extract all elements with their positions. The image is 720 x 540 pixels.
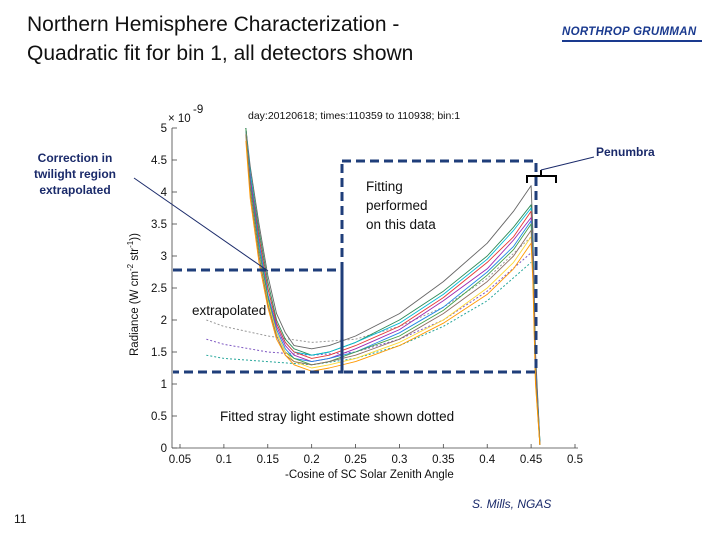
penumbra-label: Penumbra bbox=[596, 145, 655, 159]
x-tick-label: 0.45 bbox=[520, 454, 542, 466]
slide-title-line1: Northern Hemisphere Characterization - bbox=[27, 13, 400, 36]
x-tick-label: 0.15 bbox=[257, 454, 279, 466]
detector-series-line bbox=[245, 127, 541, 442]
slide-title: Northern Hemisphere Characterization - Q… bbox=[27, 10, 507, 68]
y-label-part1: Radiance (W cm bbox=[129, 271, 141, 356]
stray-light-dotted-line bbox=[206, 236, 532, 343]
x-axis-label: -Cosine of SC Solar Zenith Angle bbox=[285, 469, 454, 481]
extrapolated-box bbox=[173, 268, 344, 374]
y-exponent-base: × 10 bbox=[168, 113, 191, 125]
y-label-part5: )) bbox=[129, 233, 141, 241]
y-tick-label: 0.5 bbox=[151, 411, 167, 423]
stray-light-dotted-line bbox=[206, 252, 532, 356]
logo-underline bbox=[562, 40, 702, 42]
x-axis-ticks: 0.05 0.1 0.15 0.2 0.25 0.3 0.35 0.4 0.45 0.5 bbox=[169, 444, 583, 466]
correction-line2: twilight region bbox=[34, 167, 116, 181]
x-tick-label: 0.2 bbox=[304, 454, 320, 466]
x-tick-label: 0.1 bbox=[216, 454, 232, 466]
y-label-part4: -1 bbox=[126, 240, 135, 248]
detector-series bbox=[245, 127, 541, 445]
y-tick-label: 1 bbox=[161, 379, 167, 391]
x-tick-label: 0.25 bbox=[344, 454, 366, 466]
y-exponent-label: × 10 -9 bbox=[168, 104, 203, 125]
fitting-line2: performed bbox=[366, 198, 428, 213]
fitting-annotation: Fitting performed on this data bbox=[366, 179, 436, 232]
fitting-line1: Fitting bbox=[366, 179, 403, 194]
correction-line3: extrapolated bbox=[39, 183, 110, 197]
page-number: 11 bbox=[14, 512, 27, 526]
extrapolated-label: extrapolated bbox=[192, 303, 266, 318]
correction-annotation: Correction in twilight region extrapolat… bbox=[34, 151, 116, 197]
stray-light-label: Fitted stray light estimate shown dotted bbox=[220, 409, 454, 424]
y-tick-label: 1.5 bbox=[151, 347, 167, 359]
detector-series-line bbox=[245, 127, 541, 442]
correction-line1: Correction in bbox=[38, 151, 113, 165]
y-tick-label: 3.5 bbox=[151, 219, 167, 231]
fitting-line3: on this data bbox=[366, 217, 436, 232]
fitting-box bbox=[340, 159, 538, 374]
x-tick-label: 0.05 bbox=[169, 454, 191, 466]
y-axis-ticks: 0 0.5 1 1.5 2 2.5 3 3.5 4 4.5 5 bbox=[151, 123, 177, 455]
x-tick-label: 0.35 bbox=[432, 454, 454, 466]
correction-pointer-line bbox=[133, 177, 269, 272]
x-tick-label: 0.4 bbox=[479, 454, 496, 466]
x-tick-label: 0.3 bbox=[391, 454, 407, 466]
northrop-grumman-logo: NORTHROP GRUMMAN bbox=[562, 26, 702, 42]
y-tick-label: 5 bbox=[161, 123, 167, 135]
logo-text: NORTHROP GRUMMAN bbox=[562, 26, 697, 38]
stray-light-dotted-line bbox=[206, 262, 532, 366]
slide-title-line2: Quadratic fit for bin 1, all detectors s… bbox=[27, 42, 414, 65]
y-tick-label: 2.5 bbox=[151, 283, 167, 295]
y-exponent-power: -9 bbox=[193, 104, 203, 116]
dotted-stray-light-series bbox=[206, 236, 532, 366]
detector-series-line bbox=[245, 127, 541, 442]
x-tick-label: 0.5 bbox=[567, 454, 583, 466]
y-tick-label: 2 bbox=[161, 315, 167, 327]
credit: S. Mills, NGAS bbox=[472, 497, 552, 511]
y-tick-label: 4.5 bbox=[151, 155, 167, 167]
penumbra-bracket bbox=[526, 156, 595, 183]
plot-frame bbox=[171, 128, 578, 449]
y-axis-label: Radiance (W cm-2 str-1)) bbox=[126, 233, 141, 356]
y-label-part3: str bbox=[129, 248, 141, 264]
y-label-part2: -2 bbox=[126, 263, 135, 271]
y-tick-label: 3 bbox=[161, 251, 167, 263]
y-tick-label: 0 bbox=[161, 443, 167, 455]
y-tick-label: 4 bbox=[161, 187, 168, 199]
chart-title: day:20120618; times:110359 to 110938; bi… bbox=[248, 110, 460, 122]
